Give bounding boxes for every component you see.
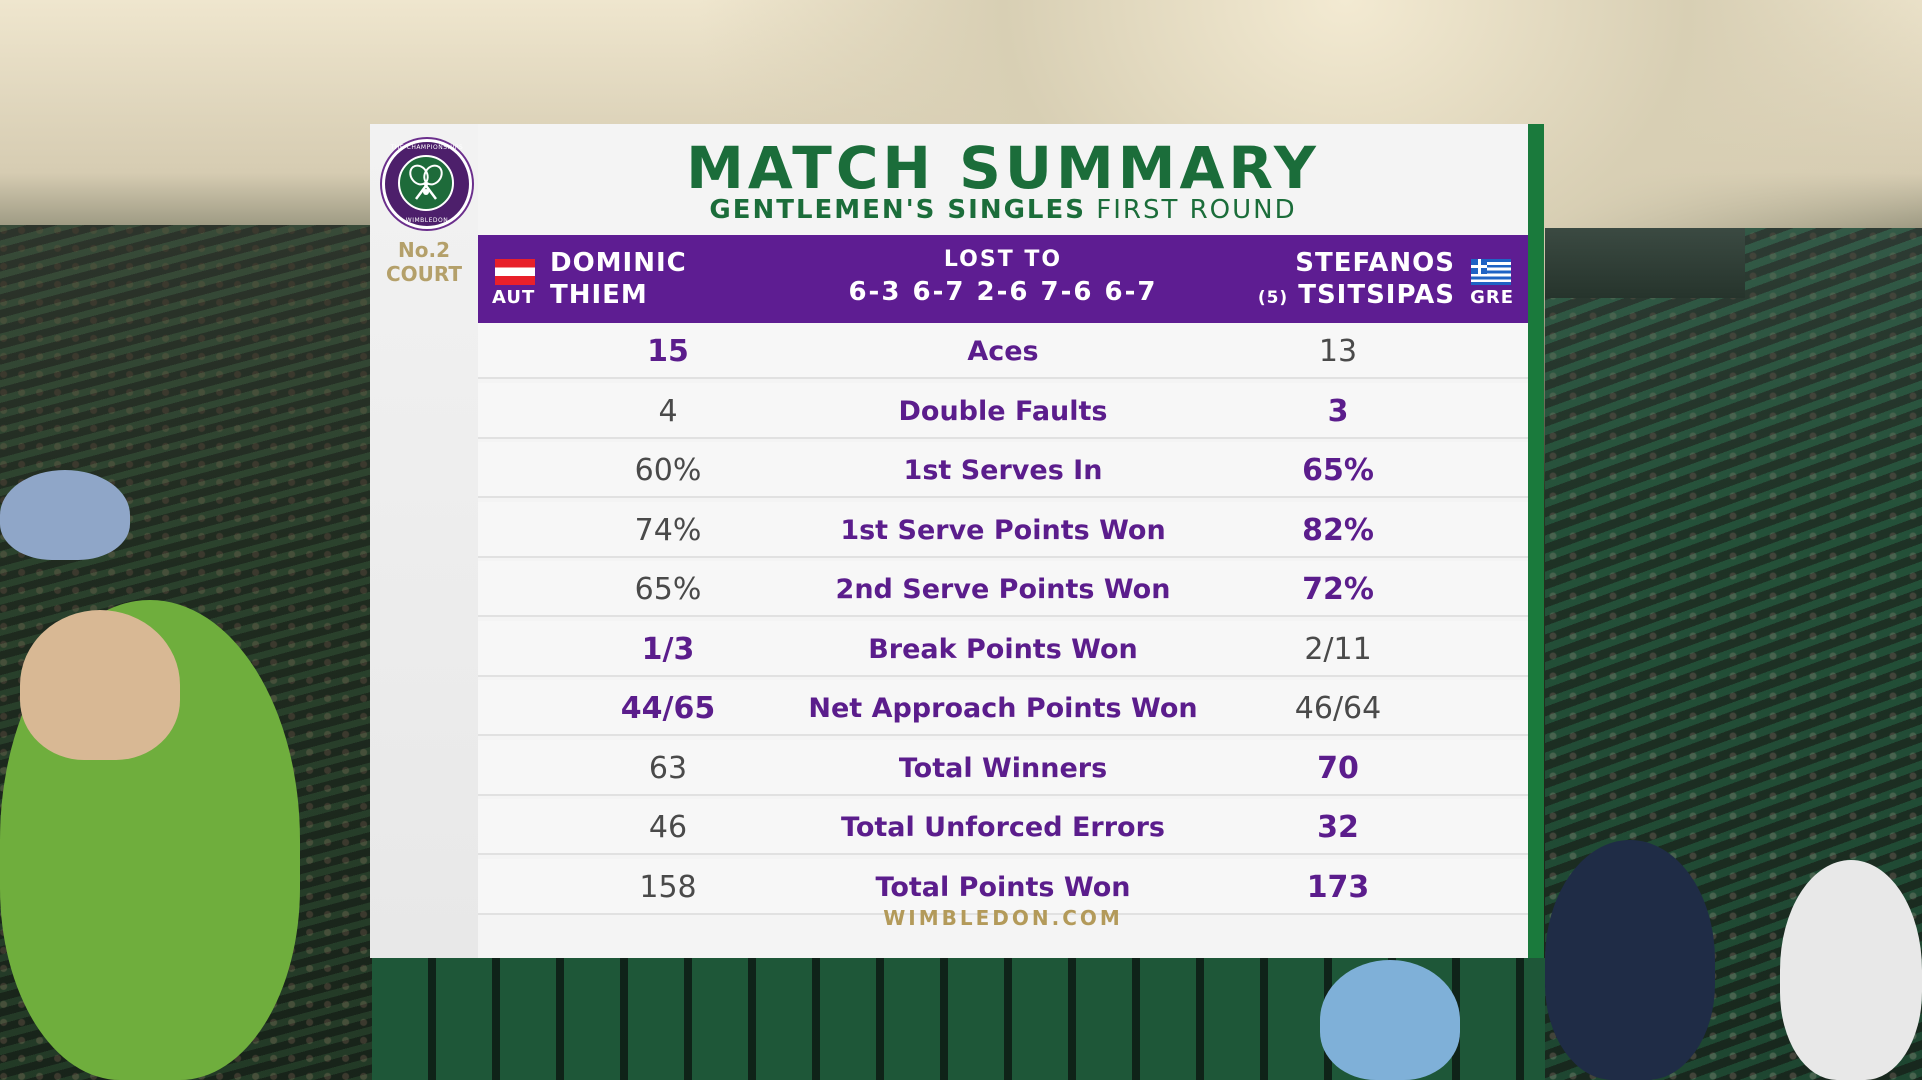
stats-table: 15 Aces 13 4 Double Faults 3 60% 1st Serves In 6… — [478, 323, 1528, 918]
stat-row: 4 Double Faults 3 — [478, 382, 1528, 439]
right-stat-value: 32 — [1317, 810, 1359, 845]
result-label: LOST TO — [943, 247, 1063, 272]
left-player-name: DOMINIC THIEM — [550, 247, 687, 311]
stat-row: 60% 1st Serves In 65% — [478, 442, 1528, 498]
logo-top-text: THE CHAMPIONSHIPS — [390, 144, 464, 151]
right-stat-value: 46/64 — [1294, 691, 1382, 726]
event-subtitle: GENTLEMEN'S SINGLES FIRST ROUND — [478, 194, 1528, 226]
right-stat-value: 173 — [1306, 869, 1370, 905]
result-score: 6-3 6-7 2-6 7-6 6-7 — [848, 277, 1158, 307]
court-number: No.2 — [398, 238, 450, 262]
court-word: COURT — [385, 262, 463, 286]
left-last-name: THIEM — [550, 280, 648, 310]
right-stat-value: 2/11 — [1304, 631, 1372, 667]
stand-roof-background — [1545, 228, 1745, 298]
green-accent-bar — [1528, 124, 1544, 958]
right-last-name-line: (5) TSITSIPAS — [1258, 279, 1455, 314]
stat-label: 2nd Serve Points Won — [835, 574, 1171, 605]
stat-row: 63 Total Winners 70 — [478, 739, 1528, 796]
stat-row: 1/3 Break Points Won 2/11 — [478, 620, 1528, 677]
right-stat-value: 13 — [1318, 334, 1358, 369]
right-stat-value: 3 — [1327, 393, 1349, 429]
left-stat-value: 158 — [639, 869, 697, 905]
right-stat-value: 65% — [1302, 453, 1374, 488]
sidebar: THE CHAMPIONSHIPS WIMBLEDON No.2 COURT — [370, 124, 478, 958]
players-banner: AUT DOMINIC THIEM LOST TO 6-3 6-7 2-6 7-… — [478, 235, 1528, 323]
left-first-name: DOMINIC — [550, 248, 687, 278]
right-country-code: GRE — [1470, 287, 1514, 308]
left-stat-value: 44/65 — [620, 691, 716, 726]
left-stat-value: 15 — [647, 334, 689, 369]
stat-label: Total Points Won — [875, 871, 1131, 903]
summary-main: MATCH SUMMARY GENTLEMEN'S SINGLES FIRST … — [478, 124, 1528, 958]
logo-bottom-text: WIMBLEDON — [405, 217, 449, 224]
left-stat-value: 60% — [634, 453, 702, 488]
right-player-name: STEFANOS (5) TSITSIPAS — [1258, 247, 1455, 314]
left-country-code: AUT — [492, 287, 536, 308]
spectator-left-hat — [0, 470, 130, 560]
right-stat-value: 70 — [1317, 750, 1359, 786]
spectator-right — [1545, 840, 1715, 1080]
stat-row: 74% 1st Serve Points Won 82% — [478, 501, 1528, 558]
footer-url: WIMBLEDON.COM — [883, 906, 1123, 930]
right-first-name: STEFANOS — [1295, 248, 1455, 278]
austria-flag-icon — [495, 259, 535, 285]
match-summary-panel: THE CHAMPIONSHIPS WIMBLEDON No.2 COURT M… — [370, 124, 1544, 958]
right-stat-value: 82% — [1302, 512, 1374, 548]
spectator-right-2 — [1780, 860, 1922, 1080]
right-seed: (5) — [1257, 288, 1289, 308]
spectator-bottom — [1320, 960, 1460, 1080]
stat-label: 1st Serve Points Won — [840, 514, 1166, 546]
stat-row: 15 Aces 13 — [478, 323, 1528, 379]
left-stat-value: 46 — [648, 810, 688, 845]
left-stat-value: 74% — [634, 512, 702, 548]
court-label: No.2 COURT — [370, 238, 478, 286]
stat-row: 158 Total Points Won 173 — [478, 858, 1528, 915]
page-title: MATCH SUMMARY — [686, 134, 1320, 202]
left-stat-value: 65% — [634, 572, 702, 607]
spectator-left-head — [20, 610, 180, 760]
match-result: LOST TO 6-3 6-7 2-6 7-6 6-7 — [778, 245, 1228, 309]
stat-label: 1st Serves In — [903, 455, 1103, 486]
stat-label: Aces — [967, 336, 1039, 367]
stat-row: 46 Total Unforced Errors 32 — [478, 799, 1528, 855]
right-stat-value: 72% — [1302, 572, 1374, 607]
crossed-rackets-icon — [398, 155, 454, 211]
stat-label: Break Points Won — [868, 633, 1138, 665]
greece-flag-icon — [1471, 259, 1511, 285]
stat-label: Double Faults — [898, 395, 1108, 427]
event-name: GENTLEMEN'S SINGLES — [709, 195, 1086, 225]
left-stat-value: 4 — [658, 393, 678, 429]
stat-label: Total Winners — [898, 752, 1108, 784]
stat-row: 65% 2nd Serve Points Won 72% — [478, 561, 1528, 617]
stat-label: Total Unforced Errors — [841, 812, 1165, 843]
right-last-name: TSITSIPAS — [1298, 280, 1455, 310]
round-name: FIRST ROUND — [1096, 195, 1297, 225]
stat-row: 44/65 Net Approach Points Won 46/64 — [478, 680, 1528, 736]
left-stat-value: 1/3 — [641, 631, 695, 667]
left-stat-value: 63 — [648, 750, 688, 786]
wimbledon-logo: THE CHAMPIONSHIPS WIMBLEDON — [382, 139, 472, 229]
stat-label: Net Approach Points Won — [808, 693, 1198, 724]
